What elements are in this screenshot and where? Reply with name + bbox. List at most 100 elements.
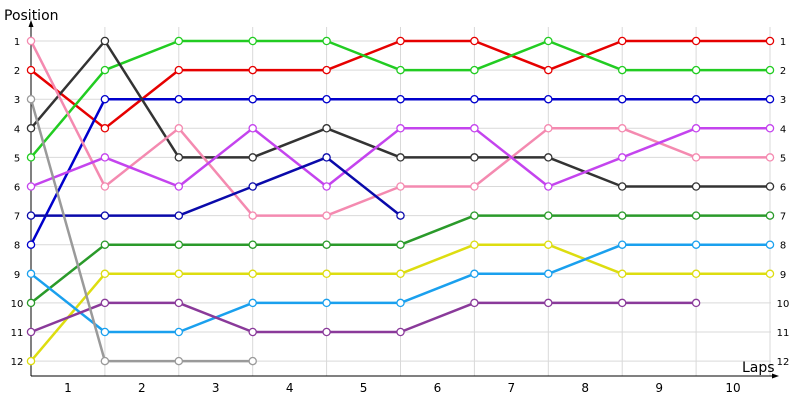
data-point bbox=[174, 153, 184, 162]
series-line-7 bbox=[31, 156, 402, 217]
x-tick-label: 6 bbox=[434, 381, 442, 395]
y-tick-label-right: 6 bbox=[780, 183, 786, 194]
y-tick-label-right: 3 bbox=[780, 95, 786, 106]
data-point bbox=[765, 269, 775, 279]
data-point bbox=[100, 153, 110, 162]
data-point bbox=[765, 124, 775, 133]
data-point bbox=[544, 94, 553, 104]
data-point bbox=[470, 65, 479, 75]
data-point bbox=[174, 356, 184, 366]
data-point bbox=[174, 269, 184, 279]
data-point bbox=[544, 153, 553, 162]
data-point bbox=[396, 298, 405, 308]
data-point bbox=[100, 356, 110, 366]
data-point bbox=[248, 124, 257, 133]
data-point bbox=[396, 240, 405, 249]
data-point bbox=[765, 240, 775, 249]
x-tick-label: 3 bbox=[212, 381, 220, 395]
y-tick-label: 6 bbox=[14, 183, 20, 194]
x-axis-title: Laps bbox=[742, 360, 775, 376]
x-tick-labels: 1 2 3 4 5 6 7 8 9 10 bbox=[64, 381, 741, 395]
data-point bbox=[174, 298, 184, 308]
data-point bbox=[322, 94, 331, 104]
data-point bbox=[470, 36, 479, 46]
data-point bbox=[617, 36, 627, 46]
x-axis-arrow bbox=[772, 373, 779, 379]
data-point bbox=[691, 36, 701, 46]
y-tick-label-right: 1 bbox=[780, 37, 786, 48]
data-point bbox=[322, 65, 331, 75]
data-point bbox=[248, 182, 257, 191]
data-point bbox=[396, 327, 405, 337]
data-point bbox=[617, 65, 627, 75]
data-point bbox=[691, 153, 701, 162]
y-tick-label-right: 8 bbox=[780, 241, 786, 252]
data-point bbox=[322, 153, 331, 162]
data-point bbox=[544, 298, 553, 308]
data-point bbox=[248, 94, 257, 104]
data-point bbox=[691, 65, 701, 75]
data-point bbox=[396, 65, 405, 75]
data-point bbox=[100, 327, 110, 337]
data-point bbox=[617, 124, 627, 133]
data-point bbox=[396, 94, 405, 104]
x-tick-label: 4 bbox=[286, 381, 294, 395]
data-point bbox=[322, 124, 331, 133]
data-point bbox=[470, 211, 479, 220]
y-tick-label: 10 bbox=[11, 299, 24, 310]
data-point bbox=[765, 153, 775, 162]
y-tick-label-right: 7 bbox=[780, 212, 786, 223]
data-point bbox=[691, 298, 701, 308]
data-point bbox=[100, 36, 110, 46]
y-tick-label: 5 bbox=[14, 153, 20, 164]
data-point bbox=[100, 269, 110, 279]
data-point bbox=[100, 298, 110, 308]
data-point bbox=[396, 153, 405, 162]
data-point bbox=[322, 211, 331, 220]
data-point bbox=[396, 124, 405, 133]
data-point bbox=[26, 124, 36, 133]
x-tick-label: 1 bbox=[64, 381, 72, 395]
data-point bbox=[174, 327, 184, 337]
data-point bbox=[174, 240, 184, 249]
data-point bbox=[322, 327, 331, 337]
axes bbox=[28, 20, 779, 379]
data-point bbox=[691, 124, 701, 133]
data-point bbox=[544, 211, 553, 220]
data-point bbox=[174, 182, 184, 191]
data-point bbox=[174, 211, 184, 220]
data-point bbox=[248, 240, 257, 249]
data-point bbox=[544, 36, 553, 46]
data-point bbox=[248, 298, 257, 308]
data-point bbox=[174, 94, 184, 104]
data-point bbox=[691, 240, 701, 249]
data-point bbox=[470, 182, 479, 191]
data-point bbox=[617, 240, 627, 249]
y-tick-label-right: 9 bbox=[780, 270, 786, 281]
data-point bbox=[100, 124, 110, 133]
grid bbox=[31, 27, 771, 376]
y-tick-label: 9 bbox=[14, 270, 20, 281]
data-point bbox=[100, 211, 110, 220]
series-line-11 bbox=[30, 301, 697, 334]
data-point bbox=[544, 269, 553, 279]
series-line-12 bbox=[29, 98, 253, 363]
y-tick-label-right: 12 bbox=[777, 357, 790, 368]
data-point bbox=[100, 94, 110, 104]
data-point bbox=[691, 211, 701, 220]
x-tick-label: 9 bbox=[655, 381, 663, 395]
data-point bbox=[617, 153, 627, 162]
y-tick-label: 7 bbox=[14, 212, 20, 223]
data-point bbox=[470, 298, 479, 308]
x-tick-label: 2 bbox=[138, 381, 146, 395]
y-tick-label: 4 bbox=[14, 124, 20, 135]
data-point bbox=[396, 36, 405, 46]
data-point bbox=[765, 182, 775, 191]
y-tick-label-right: 2 bbox=[780, 66, 786, 77]
data-point bbox=[26, 327, 36, 337]
data-point bbox=[617, 94, 627, 104]
data-point bbox=[100, 65, 110, 75]
data-point bbox=[765, 211, 775, 220]
data-point bbox=[544, 182, 553, 191]
